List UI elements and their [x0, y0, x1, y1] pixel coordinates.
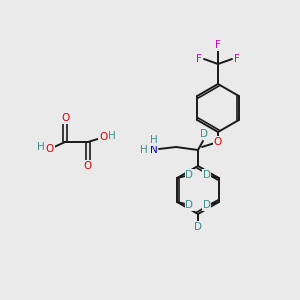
Text: D: D [185, 200, 193, 210]
Text: O: O [214, 137, 222, 147]
Text: O: O [84, 161, 92, 171]
Text: D: D [194, 222, 202, 232]
Text: O: O [99, 132, 107, 142]
Text: H: H [140, 145, 148, 155]
Text: N: N [150, 145, 158, 155]
Text: F: F [196, 54, 202, 64]
Text: D: D [203, 170, 211, 180]
Text: H: H [150, 135, 158, 145]
Text: H: H [37, 142, 45, 152]
Text: H: H [108, 131, 116, 141]
Text: D: D [185, 170, 193, 180]
Text: D: D [203, 200, 211, 210]
Text: D: D [200, 129, 208, 139]
Text: F: F [215, 40, 221, 50]
Text: O: O [46, 144, 54, 154]
Text: F: F [234, 54, 240, 64]
Text: O: O [61, 113, 69, 123]
